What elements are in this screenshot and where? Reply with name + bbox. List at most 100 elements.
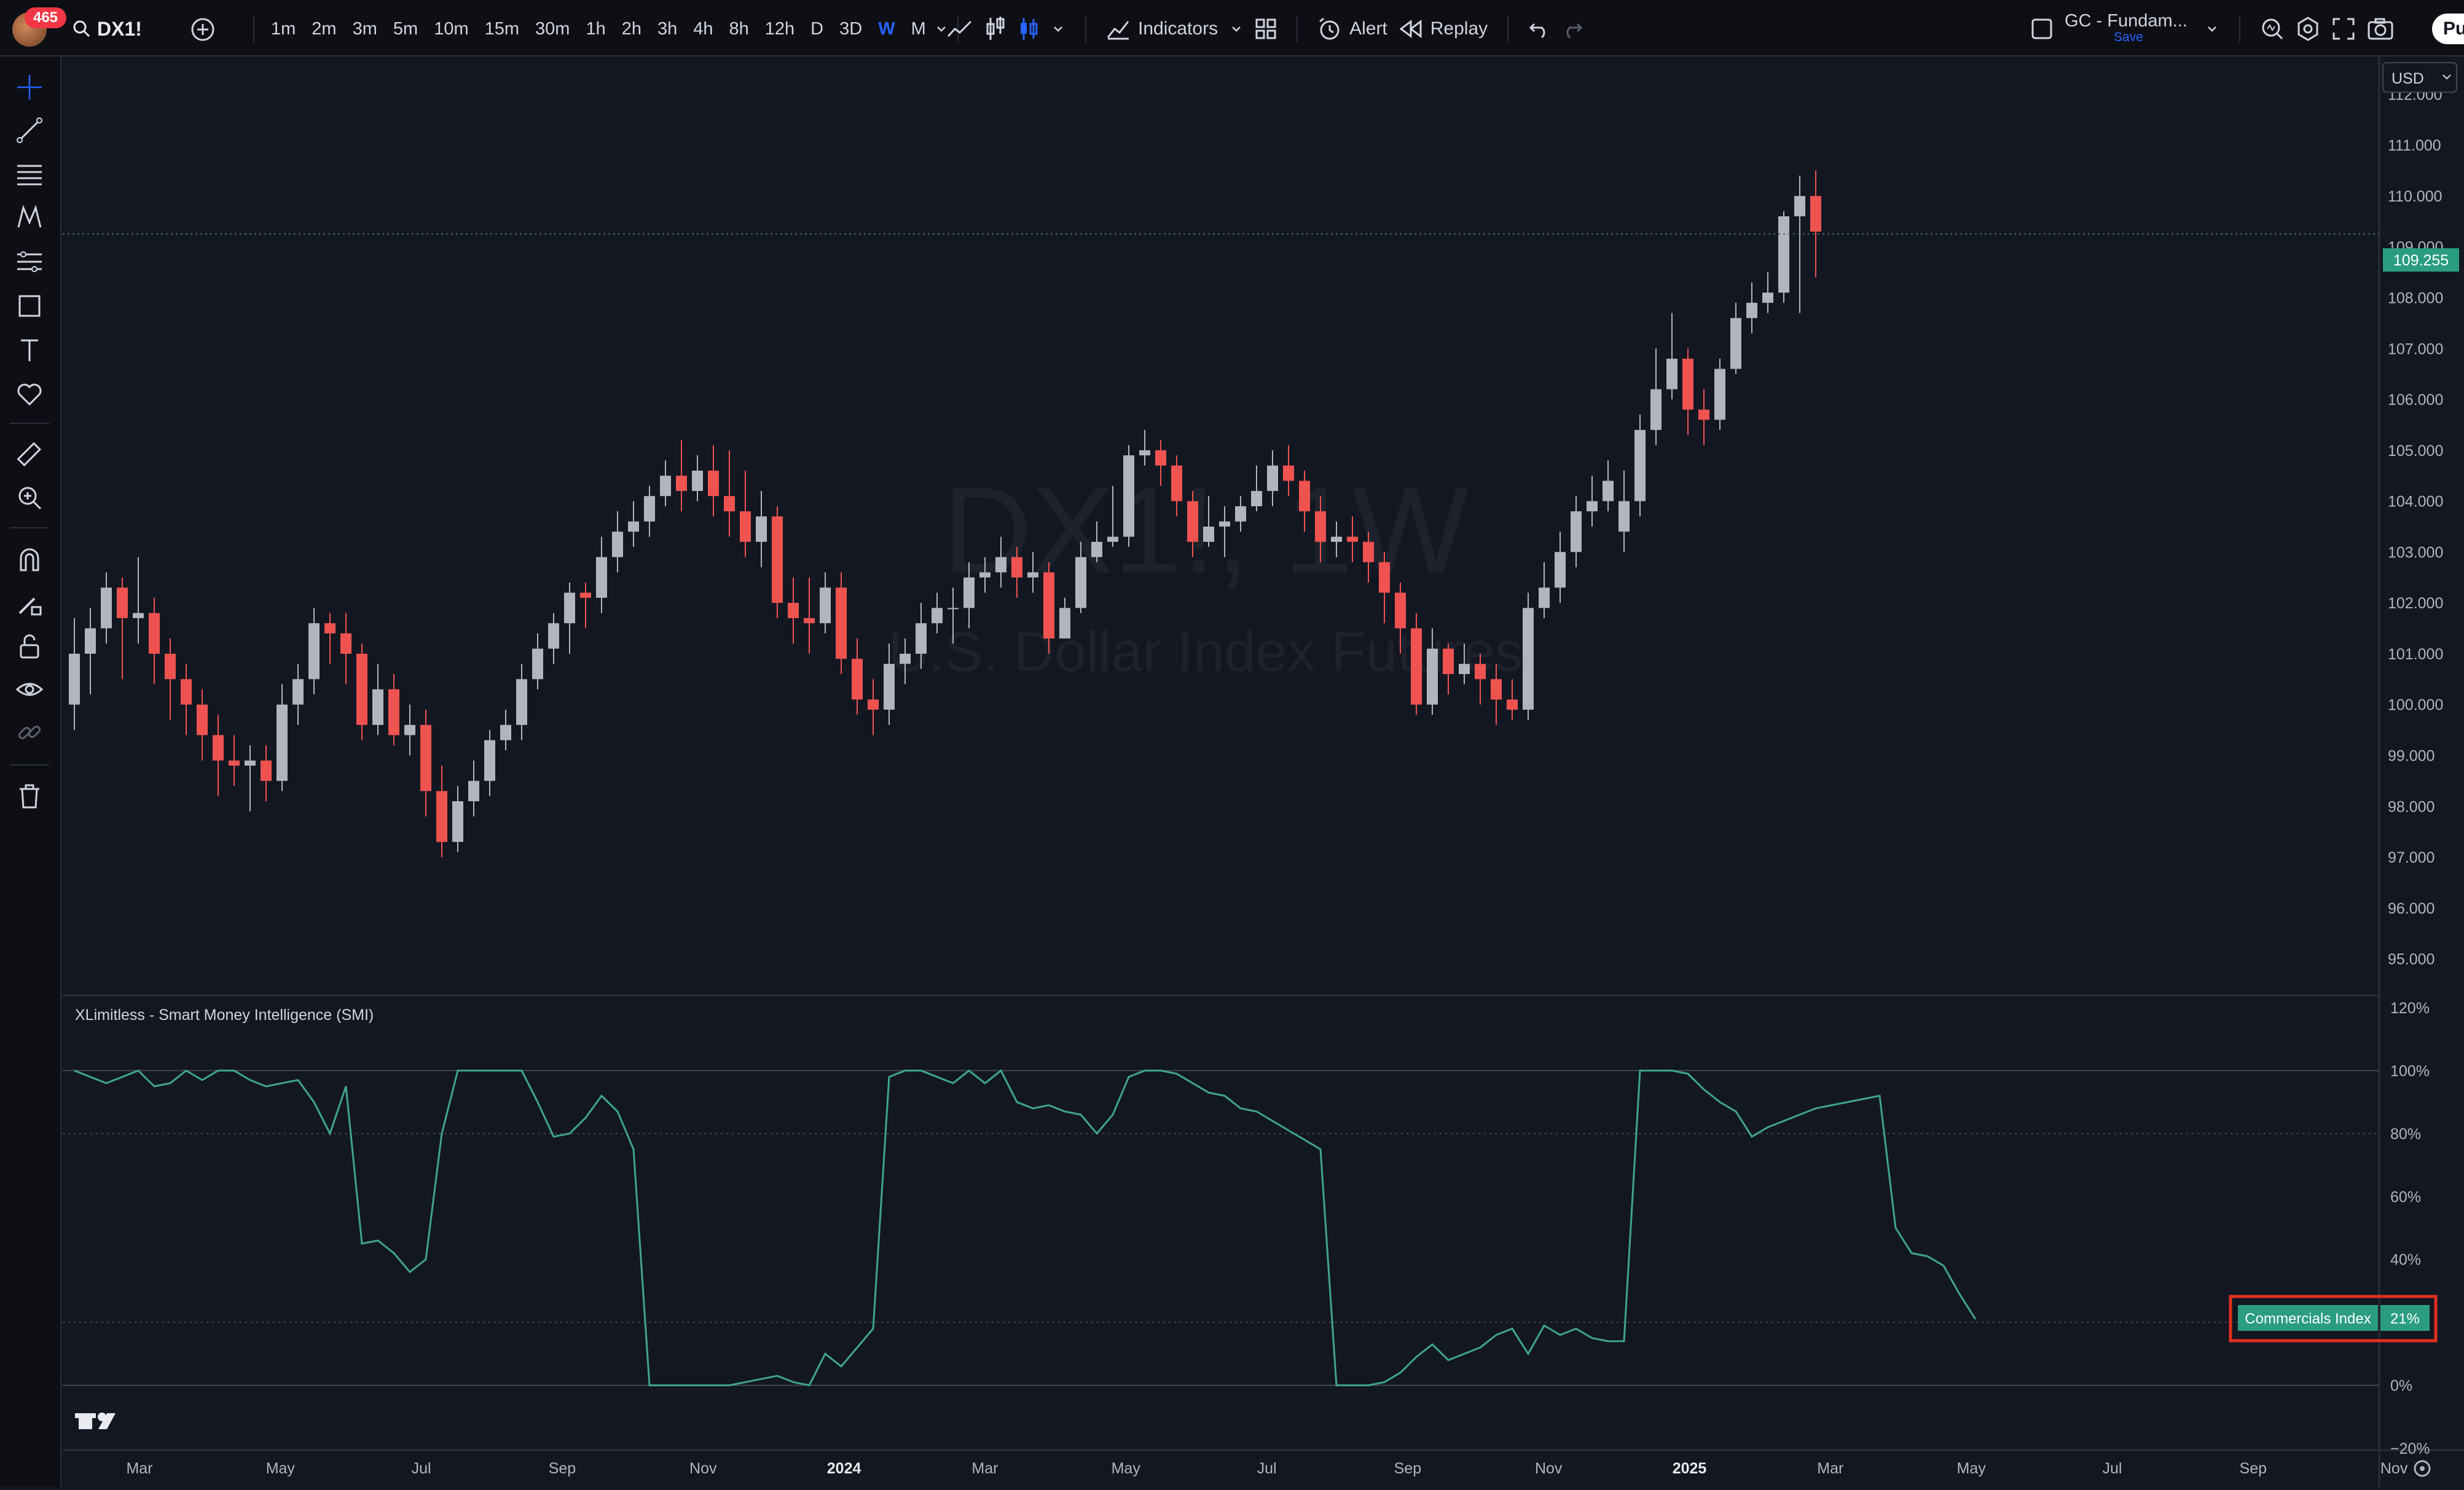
chevron-down-icon[interactable] [934,22,949,36]
prediction-tool[interactable] [12,245,47,279]
lock-drawings-tool[interactable] [12,629,47,664]
candle-body [804,618,815,624]
pattern-tool[interactable] [12,200,47,235]
divider [2239,15,2240,42]
divider [957,15,959,42]
candle-body [1075,557,1086,608]
stay-in-drawing-mode-tool[interactable] [12,586,47,621]
hide-drawings-tool[interactable] [12,672,47,707]
candle-body [1283,465,1294,481]
time-tick-label: 2025 [1673,1460,1707,1477]
candle-body [724,496,735,512]
candle-body [1443,648,1454,675]
zoom-tool[interactable] [12,480,47,515]
candle [963,562,975,629]
undo-icon[interactable] [1528,18,1550,40]
shape-tool[interactable] [12,289,47,323]
candle-body [245,760,256,766]
remove-drawings-tool[interactable] [12,779,47,814]
symbol-search-button[interactable]: DX1! [73,14,142,44]
divider [253,15,254,42]
interval-8h[interactable]: 8h [729,18,749,39]
indicator-title[interactable]: XLimitless - Smart Money Intelligence (S… [75,1006,374,1024]
square-icon[interactable] [2030,17,2054,41]
quick-search-icon[interactable] [2260,17,2285,41]
replay-button[interactable]: Replay [1399,18,1488,40]
publish-button[interactable]: Pu [2432,14,2464,44]
candle [836,572,847,675]
line-chart-icon[interactable] [946,17,973,41]
interval-3d[interactable]: 3D [839,18,863,39]
candle [548,613,559,664]
chevron-down-icon[interactable] [1051,22,1065,36]
pattern-icon [17,205,42,228]
interval-1m[interactable]: 1m [271,18,296,39]
candle-body [1315,511,1326,542]
crosshair-tool[interactable] [12,70,47,104]
chart-area[interactable]: DX1!, 1W U.S. Dollar Index Futures 112.0… [63,57,2464,1487]
tradingview-logo[interactable] [75,1413,116,1429]
indicator-tick-label: 0% [2390,1378,2412,1395]
interval-d[interactable]: D [810,18,824,39]
text-tool[interactable] [12,333,47,367]
chart-canvas[interactable]: DX1!, 1W U.S. Dollar Index Futures 112.0… [63,57,2464,1487]
interval-3h[interactable]: 3h [657,18,678,39]
candle-body [404,724,415,735]
candle-body [1107,536,1118,542]
indicators-button[interactable]: Indicators [1106,17,1218,41]
layout-name-button[interactable]: GC - Fundam... Save [2065,11,2187,45]
interval-4h[interactable]: 4h [693,18,713,39]
chevron-down-icon[interactable] [2205,22,2219,36]
price-tick-label: 110.000 [2388,188,2442,205]
alert-button[interactable]: Alert [1317,17,1387,41]
interval-10m[interactable]: 10m [434,18,469,39]
candle [932,592,943,633]
time-axis[interactable]: Mar May Jul Sep Nov 2024 Mar May Jul Sep Nov 2025 Ma… [126,1460,2407,1477]
templates-grid-icon[interactable] [1255,18,1277,40]
settings-gear-icon[interactable] [2296,17,2320,41]
candle [1171,455,1182,517]
fib-tool[interactable] [12,157,47,192]
interval-2h[interactable]: 2h [621,18,642,39]
chart-settings-button[interactable] [2414,1460,2431,1477]
candle [1331,521,1342,557]
candle [1315,496,1326,562]
candle-body [101,587,112,629]
compare-symbol-button[interactable] [189,16,216,43]
magnet-tool[interactable] [12,542,47,576]
candle [1475,653,1486,705]
candle [1762,272,1773,313]
interval-1h[interactable]: 1h [586,18,606,39]
interval-3m[interactable]: 3m [352,18,377,39]
trend-line-tool[interactable] [12,113,47,147]
fullscreen-icon[interactable] [2331,17,2356,41]
interval-30m[interactable]: 30m [535,18,570,39]
interval-5m[interactable]: 5m [393,18,418,39]
interval-15m[interactable]: 15m [484,18,520,39]
interval-12h[interactable]: 12h [764,18,795,39]
measure-tool[interactable] [12,437,47,472]
candle [1730,302,1741,374]
redo-icon[interactable] [1561,18,1583,40]
bar-chart-icon[interactable] [984,15,1006,42]
candlestick-icon[interactable] [1018,15,1040,42]
candle-body [948,608,959,610]
chevron-down-icon[interactable] [1229,22,1244,36]
candle-body [1778,216,1789,293]
currency-selector[interactable]: USD [2382,62,2457,93]
link-tool[interactable] [12,715,47,750]
icon-tool[interactable] [12,377,47,412]
price-axis[interactable]: 112.000111.000110.000109.000108.000107.0… [63,86,2443,968]
candle-body [1299,480,1310,512]
candle-body [676,476,687,492]
interval-w[interactable]: W [878,18,895,39]
candle-body [1363,541,1374,562]
candle-body [836,587,847,659]
candle [1810,170,1821,278]
interval-2m[interactable]: 2m [312,18,337,39]
candle-body [1251,491,1262,506]
camera-icon[interactable] [2367,17,2394,41]
candle [804,577,815,654]
candle [1219,506,1230,557]
interval-m[interactable]: M [911,18,926,39]
